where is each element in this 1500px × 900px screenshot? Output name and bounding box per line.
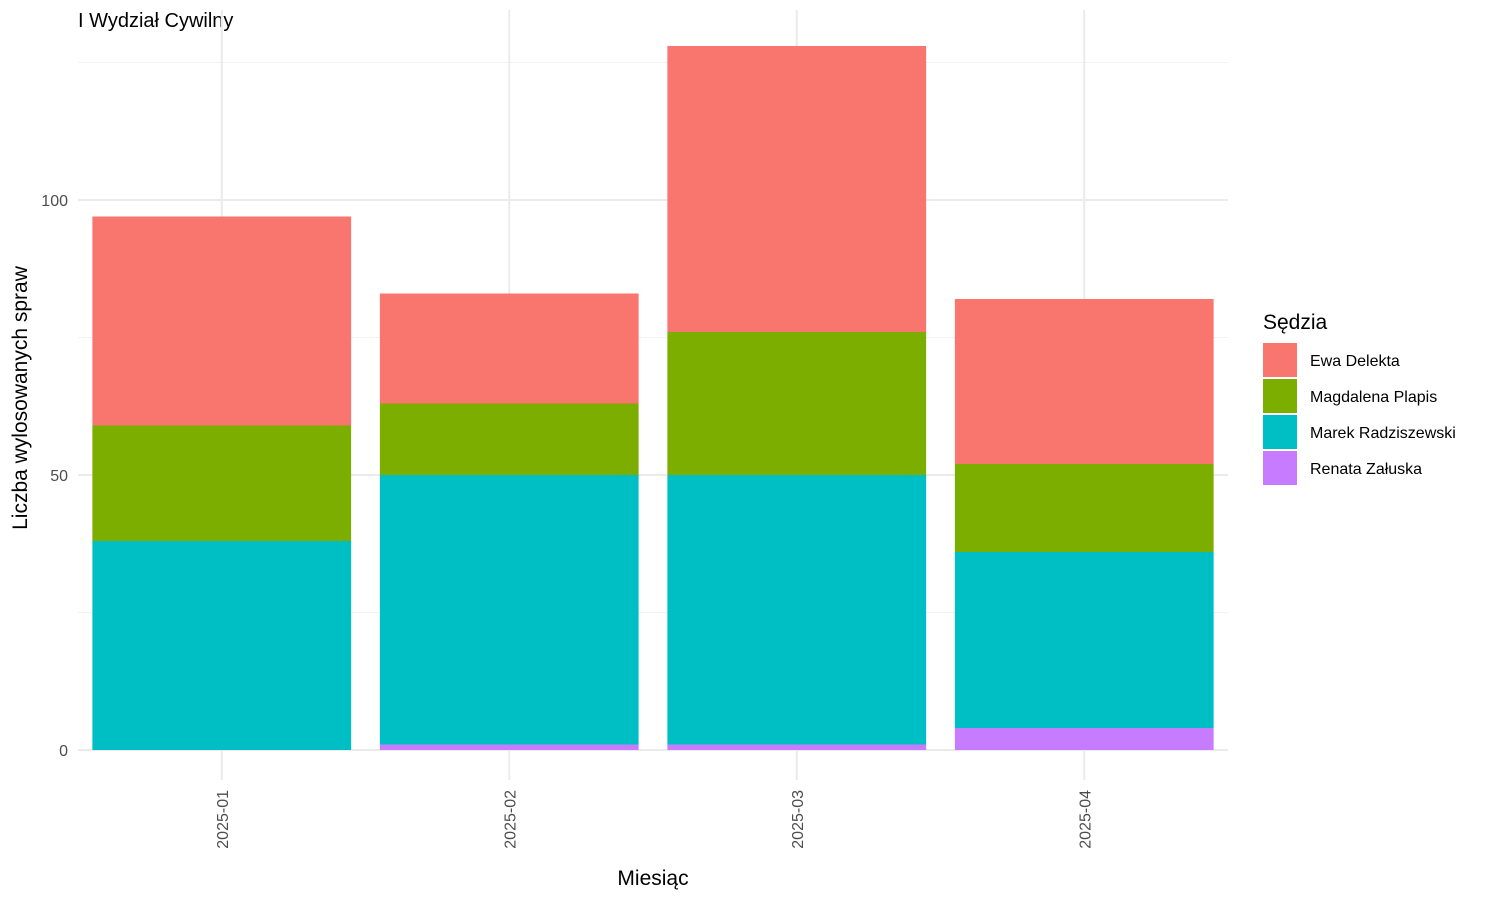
bar-segment — [667, 744, 927, 750]
legend-title: Sędzia — [1263, 311, 1328, 334]
bar-segment — [379, 744, 639, 750]
bar-segment — [954, 299, 1214, 464]
x-tick-label: 2025-04 — [1077, 790, 1094, 849]
bar-segment — [92, 216, 352, 426]
legend-label: Ewa Delekta — [1310, 353, 1400, 370]
bars — [92, 46, 1214, 750]
x-tick-label: 2025-02 — [502, 790, 519, 849]
bar-segment — [954, 464, 1214, 552]
legend-swatch — [1263, 343, 1297, 377]
chart-title: I Wydział Cywilny — [78, 10, 233, 32]
y-tick-label: 100 — [41, 193, 68, 210]
legend-swatch — [1263, 379, 1297, 413]
bar-segment — [954, 728, 1214, 750]
bar-segment — [667, 475, 927, 745]
legend-swatch — [1263, 415, 1297, 449]
y-axis-title: Liczba wylosowanych spraw — [9, 265, 32, 530]
x-tick-label: 2025-01 — [215, 790, 232, 849]
legend-label: Marek Radziszewski — [1310, 425, 1456, 442]
legend-swatch — [1263, 451, 1297, 485]
legend-label: Renata Załuska — [1310, 461, 1422, 478]
legend: Sędzia Ewa Delekta Magdalena Plapis Marek … — [1263, 311, 1456, 485]
x-tick-label: 2025-03 — [790, 790, 807, 849]
x-axis-title: Miesiąc — [617, 867, 688, 890]
legend-label: Magdalena Plapis — [1310, 389, 1437, 406]
bar-segment — [667, 46, 927, 332]
x-axis-ticks: 2025-01 2025-02 2025-03 2025-04 — [215, 790, 1095, 849]
bar-segment — [92, 425, 352, 541]
bar-segment — [379, 293, 639, 404]
bar-segment — [92, 541, 352, 750]
y-axis-ticks: 0 50 100 — [41, 193, 68, 760]
bar-segment — [667, 332, 927, 475]
y-tick-label: 50 — [50, 468, 68, 485]
bar-segment — [954, 552, 1214, 728]
bar-segment — [379, 475, 639, 745]
bar-segment — [379, 403, 639, 475]
y-tick-label: 0 — [59, 743, 68, 760]
